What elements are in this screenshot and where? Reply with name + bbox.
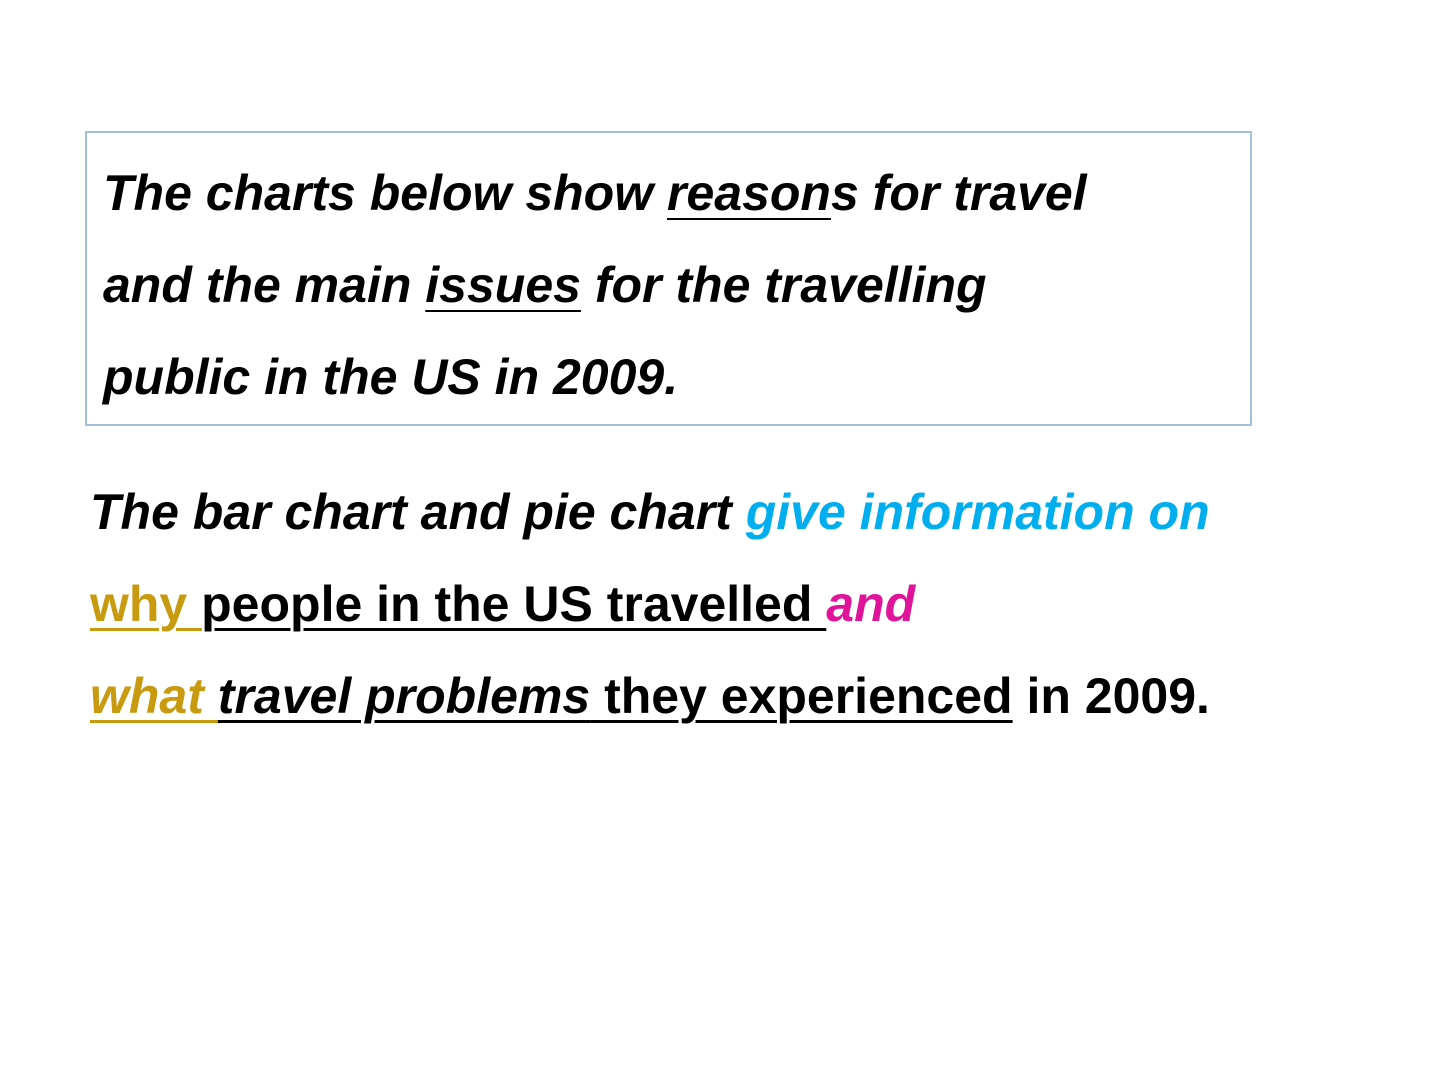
paraphrase-line-2: why people in the US travelled and — [90, 558, 1430, 650]
prompt-text-segment: for the travelling — [580, 257, 987, 313]
paraphrase-segment: in 2009. — [1012, 668, 1210, 724]
underlined-keyword-issues: issues — [425, 257, 581, 313]
paraphrase-line-3: what travel problems they experienced in… — [90, 650, 1430, 742]
highlight-why: why — [90, 576, 202, 632]
prompt-text-segment: The charts below show — [103, 165, 667, 221]
prompt-line-1: The charts below show reasons for travel — [103, 147, 1233, 239]
paraphrase-segment: they experienced — [590, 668, 1013, 724]
highlight-and: and — [826, 576, 916, 632]
highlight-what: what — [90, 668, 218, 724]
paraphrase-segment: travel problems — [217, 668, 591, 724]
prompt-text-segment: public in the US in 2009. — [103, 349, 679, 405]
highlight-give-information: give information on — [745, 484, 1210, 540]
prompt-line-3: public in the US in 2009. — [103, 331, 1233, 423]
paraphrase-text: The bar chart and pie chart give informa… — [90, 466, 1430, 742]
task-prompt-box: The charts below show reasons for travel… — [85, 131, 1252, 426]
prompt-text-segment: and the main — [103, 257, 426, 313]
task-prompt-text: The charts below show reasons for travel… — [103, 147, 1233, 423]
underlined-keyword-reasons: reason — [667, 165, 831, 221]
prompt-line-2: and the main issues for the travelling — [103, 239, 1233, 331]
paraphrase-line-1: The bar chart and pie chart give informa… — [90, 466, 1430, 558]
paraphrase-segment: The bar chart and pie chart — [90, 484, 746, 540]
paraphrase-segment: people in the US travelled — [201, 576, 827, 632]
prompt-text-segment: s for travel — [830, 165, 1087, 221]
